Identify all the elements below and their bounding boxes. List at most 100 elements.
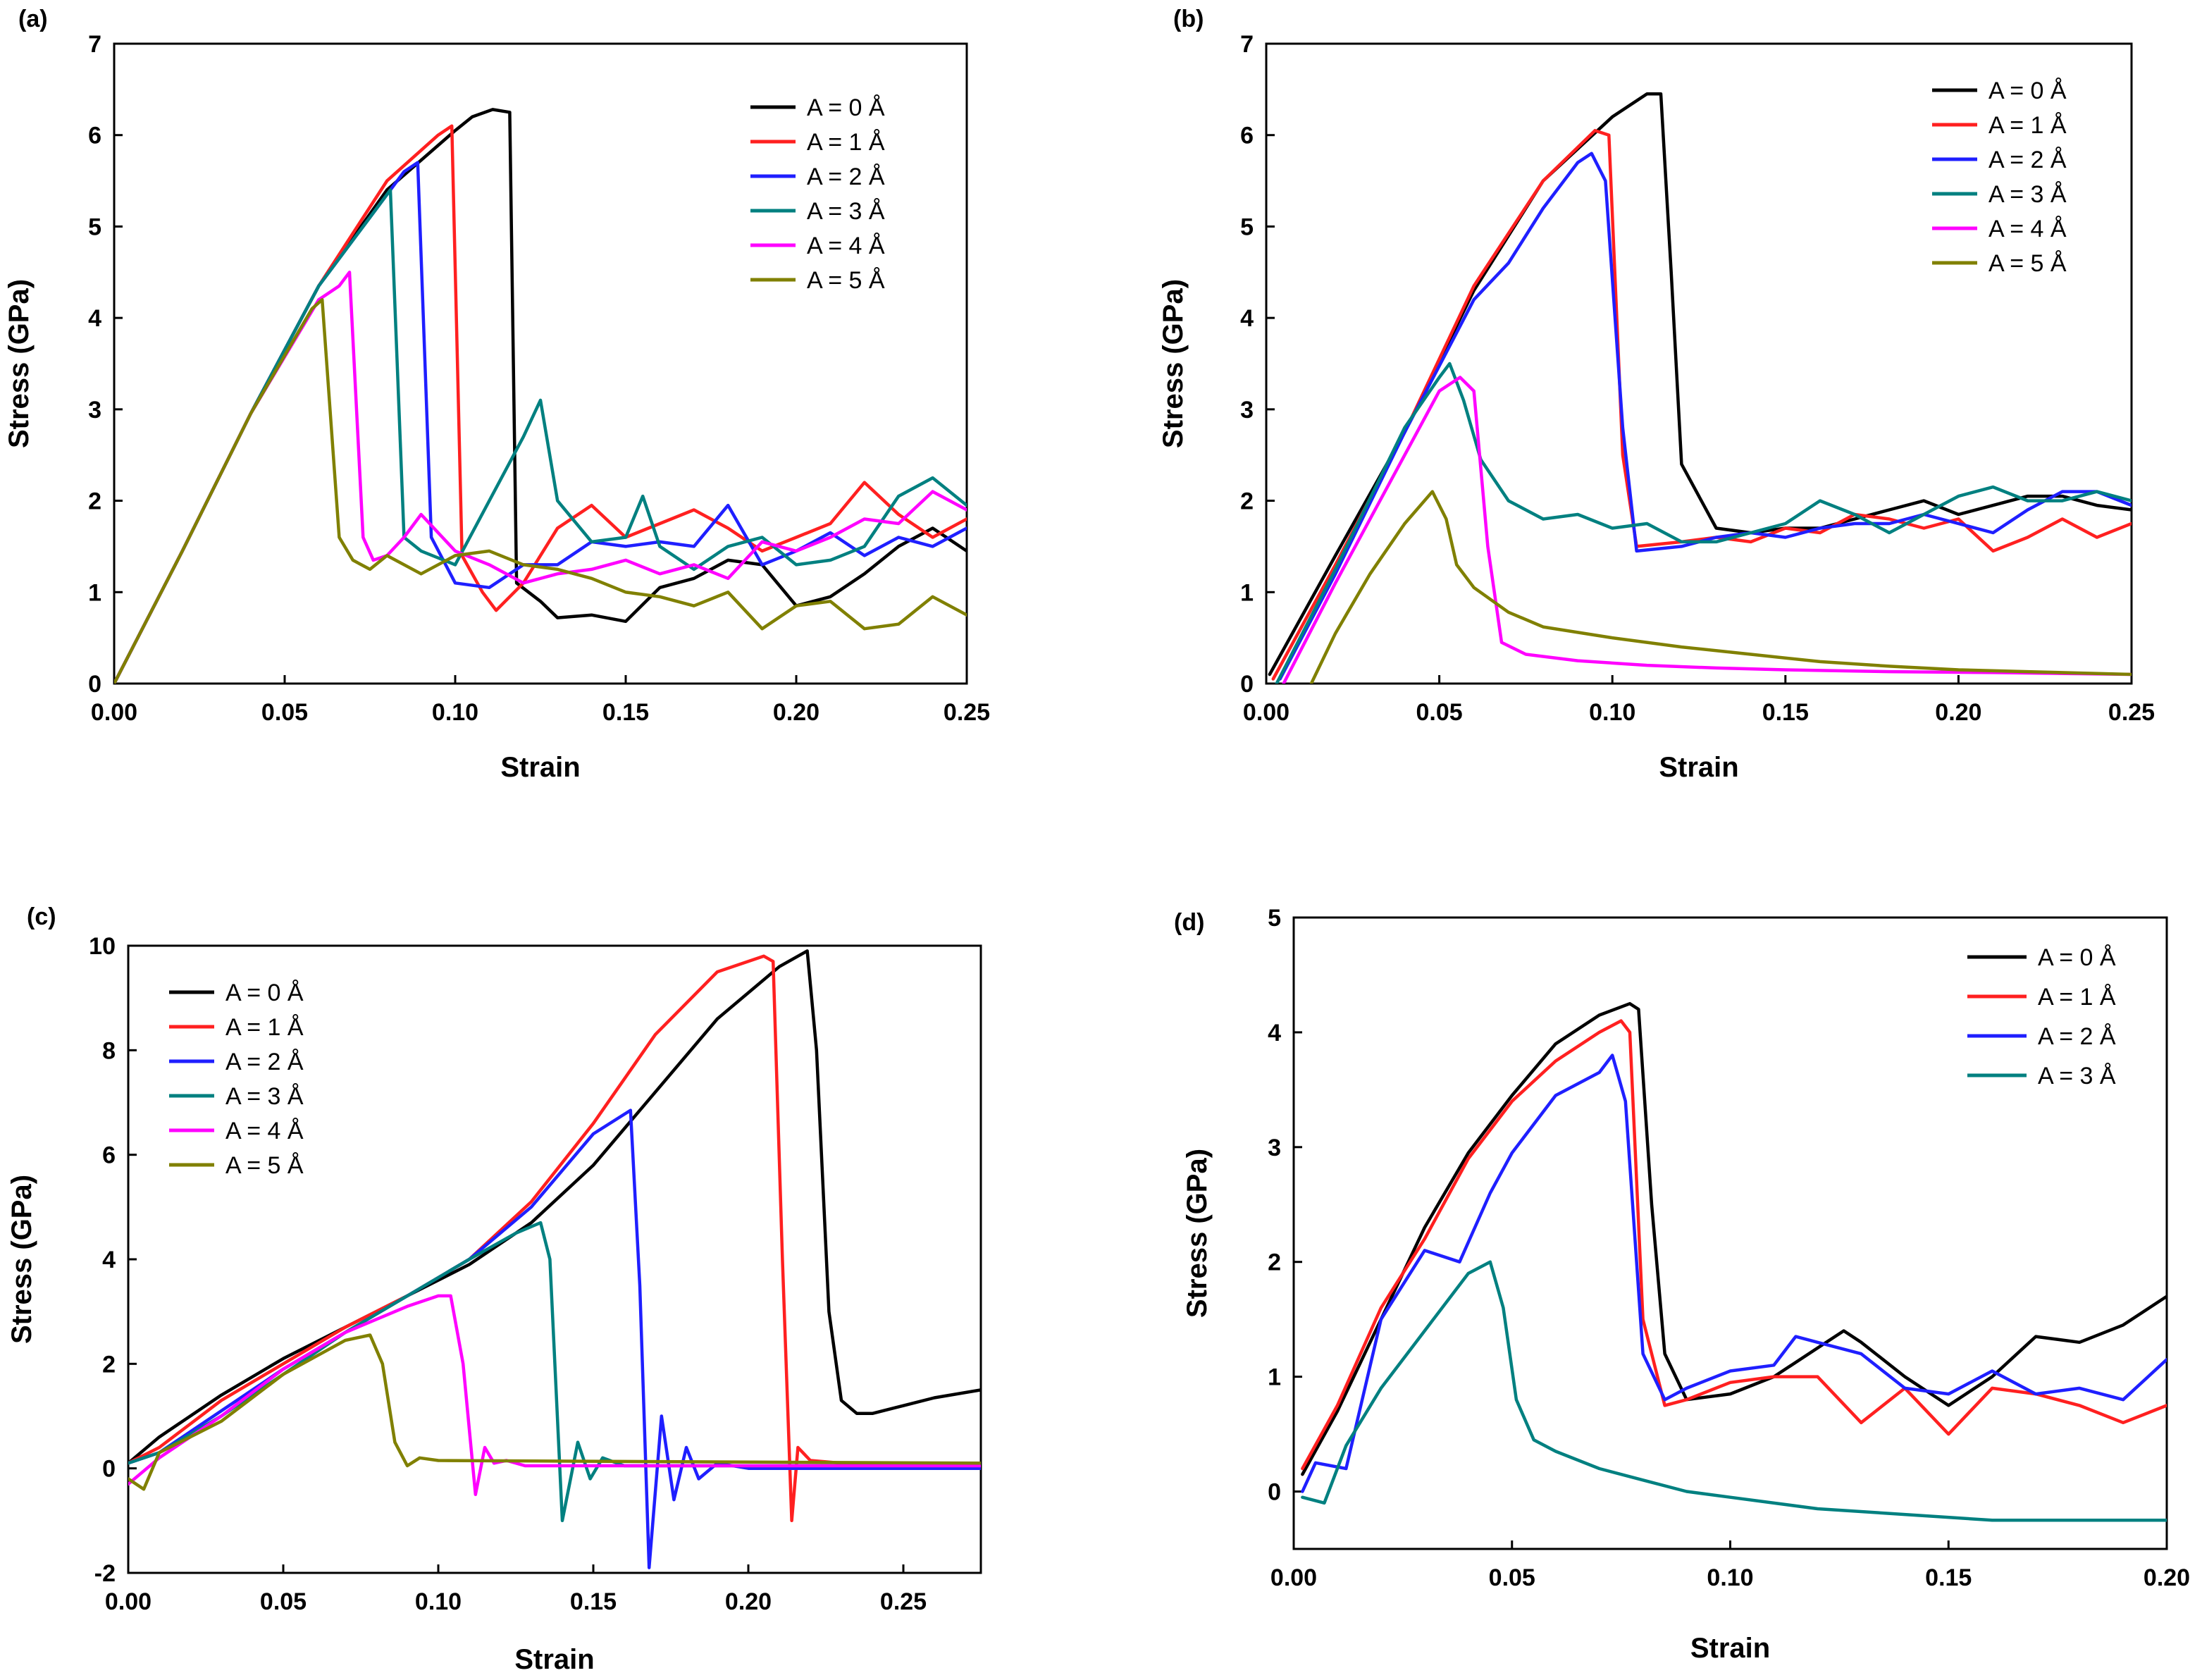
x-tick-label: 0.20 (725, 1588, 772, 1615)
legend-label: A = 0 Å (225, 980, 304, 1006)
legend-label: A = 5 Å (1988, 250, 2067, 277)
series-line-3 (128, 1221, 981, 1523)
legend: A = 0 Å A = 1 Å A = 2 Å A = 3 Å A = 4 Å A = 5… (750, 94, 885, 294)
series-line-5 (128, 1333, 981, 1491)
plot-frame (113, 42, 968, 685)
series-line-0 (128, 949, 981, 1465)
x-tick-label: 0.10 (415, 1588, 462, 1615)
x-tick-label: 0.05 (1489, 1564, 1535, 1591)
series-group (1268, 92, 2132, 684)
y-tick-label: 7 (1240, 31, 1254, 58)
legend: A = 0 Å A = 1 Å A = 2 Å A = 3 Å A = 4 Å A = 5… (1932, 78, 2067, 277)
y-axis-title: Stress (GPa) (4, 279, 35, 448)
y-tick-label: 3 (1240, 397, 1254, 424)
x-axis-title: Strain (514, 1644, 594, 1675)
x-tick-label: 0.00 (1270, 1564, 1317, 1591)
series-line-1 (1271, 128, 2132, 681)
legend-label: A = 1 Å (2038, 984, 2116, 1011)
plot-frame (1265, 42, 2133, 685)
series-line-0 (1301, 1001, 2167, 1476)
legend-label: A = 3 Å (807, 198, 885, 225)
legend-label: A = 5 Å (225, 1152, 304, 1179)
x-tick-label: 0.15 (1925, 1564, 1972, 1591)
y-tick-label: 5 (1240, 214, 1254, 240)
series-line-1 (114, 124, 967, 684)
legend: A = 0 Å A = 1 Å A = 2 Å A = 3 Å (1967, 944, 2116, 1089)
legend-label: A = 1 Å (225, 1014, 304, 1041)
series-line-1 (1301, 1019, 2167, 1471)
y-tick-label: 1 (1240, 579, 1254, 606)
series-line-5 (114, 297, 967, 684)
series-line-1 (128, 954, 981, 1523)
series-line-4 (1282, 376, 2132, 684)
series-group (128, 949, 981, 1569)
panel-label: (d) (1174, 909, 1204, 936)
y-tick-label: 0 (1268, 1479, 1281, 1506)
y-tick-label: 2 (102, 1351, 116, 1378)
x-tick-label: 0.05 (261, 699, 308, 726)
legend-label: A = 4 Å (225, 1118, 304, 1144)
y-tick-label: 3 (1268, 1135, 1281, 1161)
y-tick-label: 0 (102, 1456, 116, 1483)
y-tick-label: 0 (1240, 671, 1254, 698)
y-axis-title: Stress (GPa) (6, 1175, 37, 1344)
legend-label: A = 3 Å (225, 1083, 304, 1110)
series-group (1301, 1001, 2167, 1522)
y-tick-label: 1 (1268, 1364, 1281, 1391)
legend-label: A = 5 Å (807, 267, 885, 294)
series-line-2 (1301, 1054, 2167, 1493)
y-tick-label: 5 (88, 214, 101, 240)
legend-label: A = 2 Å (225, 1049, 304, 1075)
y-tick-label: 7 (88, 31, 101, 58)
y-tick-label: 2 (1268, 1249, 1281, 1276)
y-tick-label: 6 (1240, 123, 1254, 149)
series-line-5 (1309, 490, 2132, 684)
y-tick-label: 3 (88, 397, 101, 424)
series-line-3 (114, 188, 967, 684)
y-tick-label: 4 (1240, 305, 1254, 332)
series-line-3 (1301, 1260, 2167, 1522)
x-tick-label: 0.00 (91, 699, 137, 726)
legend-label: A = 4 Å (807, 233, 885, 259)
y-tick-label: 6 (88, 123, 101, 149)
x-tick-label: 0.25 (880, 1588, 927, 1615)
x-tick-label: 0.05 (1416, 699, 1463, 726)
x-tick-label: 0.10 (1589, 699, 1635, 726)
series-group (114, 108, 967, 684)
legend: A = 0 Å A = 1 Å A = 2 Å A = 3 Å A = 4 Å A = 5… (169, 980, 304, 1179)
series-line-4 (114, 271, 967, 684)
x-tick-label: 0.20 (1935, 699, 1981, 726)
legend-label: A = 1 Å (1988, 112, 2067, 139)
legend-label: A = 3 Å (1988, 181, 2067, 208)
legend-label: A = 0 Å (2038, 944, 2116, 971)
y-tick-label: 4 (1268, 1020, 1281, 1046)
panel-label: (a) (18, 6, 48, 32)
y-tick-label: -2 (94, 1560, 116, 1587)
y-tick-label: 0 (88, 671, 101, 698)
panel-a: (a) 0.00 0.05 0.10 0.15 0.20 0.25 0 1 2 3 4 5 6 7 Strai… (4, 6, 990, 783)
x-tick-label: 0.25 (2108, 699, 2155, 726)
x-tick-label: 0.15 (1762, 699, 1809, 726)
y-axis-title: Stress (GPa) (1182, 1149, 1213, 1318)
x-tick-label: 0.20 (2144, 1564, 2190, 1591)
y-tick-label: 4 (102, 1247, 116, 1273)
x-tick-label: 0.20 (773, 699, 819, 726)
legend-label: A = 4 Å (1988, 216, 2067, 242)
x-tick-label: 0.10 (1707, 1564, 1753, 1591)
x-tick-label: 0.00 (1243, 699, 1289, 726)
y-axis-title: Stress (GPa) (1158, 279, 1189, 448)
panel-b: (b) 0.00 0.05 0.10 0.15 0.20 0.25 0 1 2 3 4 5 6 7 Strai… (1158, 6, 2155, 783)
y-tick-label: 1 (88, 579, 101, 606)
x-axis-title: Strain (1659, 752, 1738, 783)
series-line-2 (1278, 152, 2132, 681)
panel-d: (d) 0.00 0.05 0.10 0.15 0.20 0 1 2 3 4 5 Strain Stres… (1174, 905, 2190, 1664)
series-line-3 (1275, 362, 2132, 684)
legend-label: A = 2 Å (2038, 1023, 2116, 1050)
x-axis-title: Strain (500, 752, 580, 783)
panel-label: (b) (1173, 6, 1204, 32)
legend-label: A = 2 Å (807, 163, 885, 190)
y-tick-label: 8 (102, 1037, 116, 1064)
y-tick-label: 6 (102, 1142, 116, 1169)
series-line-0 (114, 108, 967, 684)
